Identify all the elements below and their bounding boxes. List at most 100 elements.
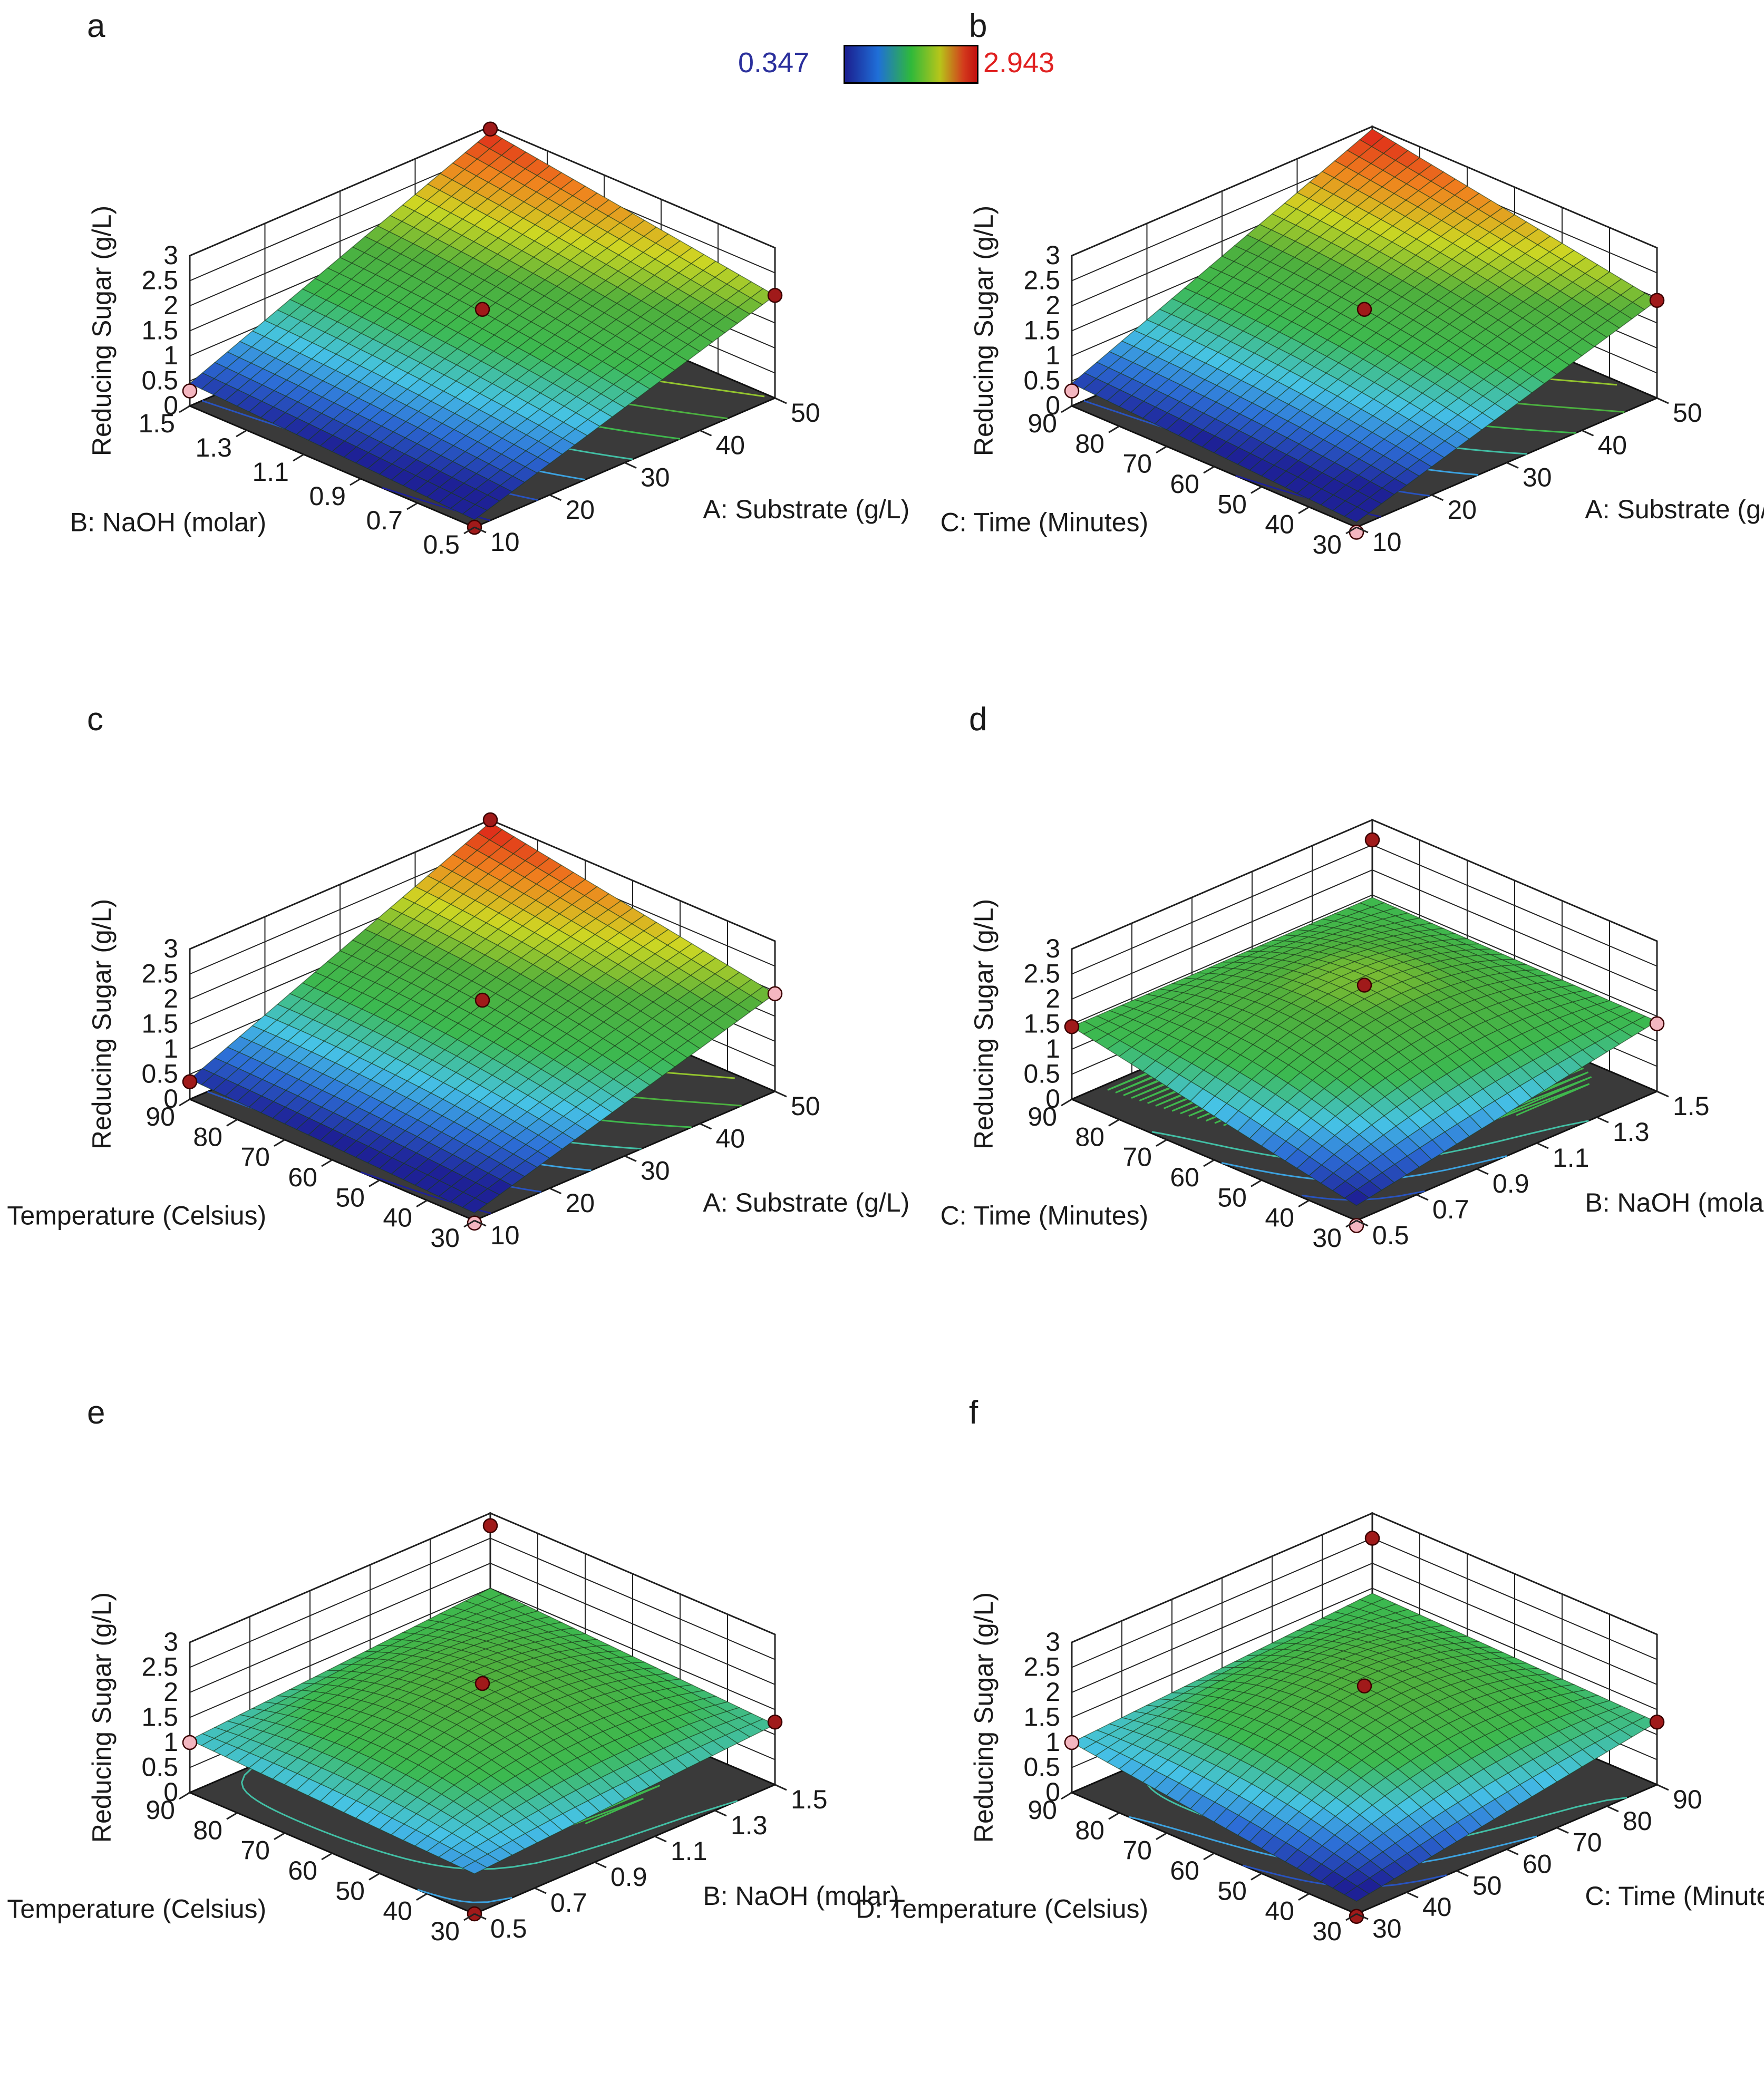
x-axis-title: A: Substrate (g/L) [703, 495, 909, 524]
x-tick-label: 0.7 [550, 1888, 587, 1918]
y-tick-label: 90 [1028, 1102, 1057, 1131]
surface-cell [462, 504, 488, 520]
y-tick-label: 60 [1170, 469, 1199, 499]
x-axis-ticks: 10 20 30 40 50 [474, 397, 820, 557]
y-axis-title: D: Temperature (Celsius) [856, 1894, 1148, 1923]
y-tick-mark [1298, 1199, 1310, 1207]
z-tick-label: 3 [163, 1627, 178, 1657]
y-tick-label: 80 [1075, 429, 1104, 458]
z-tick-label: 2.5 [1023, 266, 1060, 295]
y-tick-label: 80 [1075, 1815, 1104, 1845]
y-tick-mark [274, 1139, 285, 1147]
z-axis-title: Reducing Sugar (g/L) [969, 1592, 999, 1843]
y-tick-mark [463, 1219, 475, 1228]
y-tick-mark [1108, 1812, 1120, 1820]
y-tick-mark [1345, 526, 1357, 535]
surface-cell [462, 1197, 488, 1214]
y-tick-label: 1.5 [138, 409, 175, 438]
x-tick-label: 90 [1673, 1785, 1702, 1814]
z-tick-label: 2.5 [141, 266, 178, 295]
x-tick-label: 10 [490, 527, 520, 557]
y-tick-mark [1298, 1893, 1310, 1901]
x-tick-mark [624, 462, 637, 469]
z-axis-title: Reducing Sugar (g/L) [969, 206, 999, 456]
y-tick-mark [274, 1832, 285, 1840]
surface-cell [1344, 506, 1370, 523]
z-tick-label: 2.5 [1023, 959, 1060, 989]
x-tick-label: 40 [716, 430, 745, 460]
x-axis-title: A: Substrate (g/L) [703, 1188, 909, 1217]
x-tick-label: 0.9 [1492, 1169, 1529, 1198]
design-point [182, 383, 198, 399]
design-point [1356, 302, 1372, 317]
y-tick-mark [1156, 446, 1167, 453]
z-tick-label: 1 [163, 1034, 178, 1063]
x-tick-label: 1.1 [1553, 1143, 1589, 1173]
z-tick-label: 1 [1045, 1034, 1060, 1063]
x-tick-label: 40 [1598, 430, 1627, 460]
x-tick-mark [549, 494, 562, 501]
panel-label-b: b [969, 8, 987, 44]
z-tick-label: 1 [1045, 341, 1060, 370]
y-tick-label: 70 [240, 1143, 270, 1172]
design-point [1364, 832, 1380, 848]
z-tick-label: 3 [163, 240, 178, 270]
z-tick-label: 1.5 [141, 316, 178, 345]
surface-cell [1344, 1189, 1370, 1206]
y-axis-ticks: 30 40 50 60 70 80 90 [1028, 1792, 1357, 1946]
x-axis-ticks: 10 20 30 40 50 [1356, 397, 1702, 557]
y-axis-title: D: Temperature (Celsius) [0, 1894, 266, 1923]
x-tick-mark [549, 1187, 562, 1195]
z-tick-label: 1.5 [1023, 316, 1060, 345]
z-tick-label: 0 [163, 1084, 178, 1114]
z-tick-label: 2 [1045, 291, 1060, 320]
x-tick-label: 1.5 [791, 1785, 828, 1814]
x-tick-label: 20 [566, 495, 595, 525]
x-tick-mark [1506, 1848, 1519, 1855]
z-tick-label: 1.5 [1023, 1009, 1060, 1039]
design-point [474, 302, 490, 317]
y-tick-label: 80 [193, 1815, 222, 1845]
z-tick-label: 0.5 [141, 1753, 178, 1782]
y-tick-mark [1108, 425, 1120, 433]
x-tick-label: 50 [1673, 398, 1702, 428]
colorbar-min-label: 0.347 [738, 47, 810, 79]
design-point [1649, 1715, 1665, 1730]
response-surface [189, 131, 776, 520]
design-point [1356, 977, 1372, 993]
y-axis-title: D: Temperature (Celsius) [0, 1201, 266, 1230]
x-tick-label: 10 [490, 1221, 520, 1250]
surface-cell [461, 1861, 488, 1874]
y-tick-label: 90 [146, 1102, 175, 1131]
x-tick-mark [1581, 429, 1594, 437]
y-tick-mark [369, 1179, 380, 1187]
x-tick-mark [474, 1913, 487, 1920]
z-tick-label: 1.5 [1023, 1702, 1060, 1732]
z-tick-label: 0.5 [1023, 1059, 1060, 1089]
y-tick-mark [350, 478, 361, 486]
y-tick-label: 80 [1075, 1122, 1104, 1151]
y-tick-label: 60 [1170, 1856, 1199, 1885]
z-tick-label: 0.5 [141, 366, 178, 395]
z-tick-label: 3 [1045, 1627, 1060, 1657]
design-point [1649, 1016, 1665, 1031]
x-tick-label: 0.5 [1372, 1221, 1409, 1250]
x-tick-mark [624, 1155, 637, 1162]
x-tick-label: 10 [1372, 527, 1402, 557]
x-tick-mark [774, 397, 787, 404]
x-tick-mark [1456, 1870, 1469, 1877]
y-tick-label: 90 [146, 1795, 175, 1825]
y-tick-mark [1156, 1139, 1167, 1147]
contour-line [1242, 1864, 1447, 1888]
x-tick-mark [1536, 1142, 1549, 1149]
y-axis-ticks: 0.5 0.7 0.9 1.1 1.3 1.5 [138, 405, 475, 559]
x-axis-title: A: Substrate (g/L) [1585, 495, 1764, 524]
x-tick-label: 60 [1523, 1850, 1552, 1879]
z-tick-label: 2.5 [141, 1652, 178, 1682]
y-tick-mark [1061, 1792, 1072, 1800]
z-axis-title: Reducing Sugar (g/L) [969, 899, 999, 1149]
y-tick-label: 60 [1170, 1163, 1199, 1192]
